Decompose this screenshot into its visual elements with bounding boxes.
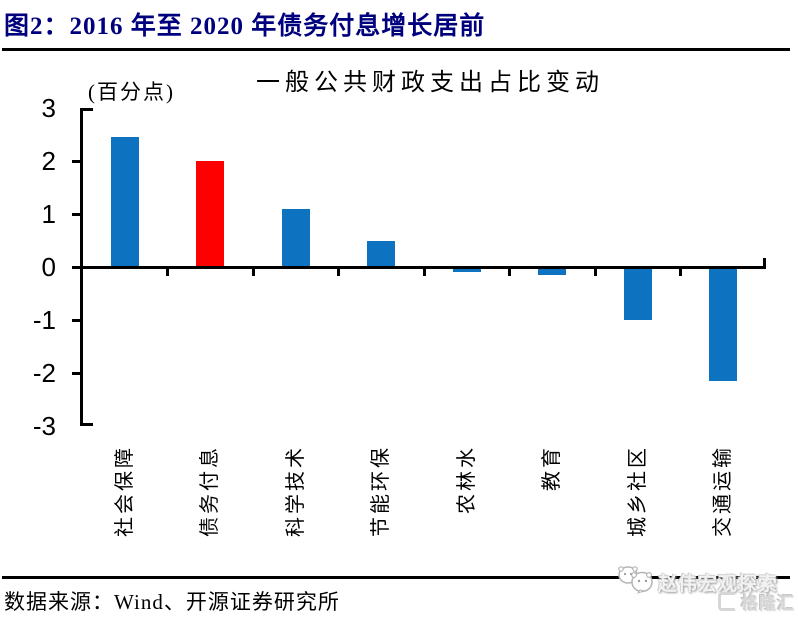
category-label: 农林水: [455, 445, 478, 514]
category-label: 社会保障: [113, 445, 136, 537]
category-label: 城乡社区: [626, 445, 649, 537]
watermark-text: 赵伟宏观探索: [658, 574, 779, 595]
y-tick: [72, 159, 81, 163]
y-axis-unit-label: (百分点): [88, 80, 175, 104]
chart-title: 一般公共财政支出占比变动: [256, 70, 604, 96]
category-label: 节能环保: [370, 445, 393, 537]
y-tick-label: -1: [32, 305, 56, 335]
x-axis-line: [82, 265, 766, 269]
y-tick: [72, 265, 81, 269]
x-tick: [166, 268, 169, 276]
y-tick-label: 1: [41, 199, 56, 229]
gelonghui-text: 格隆汇: [741, 594, 795, 613]
gelonghui-logo: 格隆汇: [718, 589, 795, 614]
category-label: 交通运输: [712, 445, 735, 537]
category-label: 教育: [541, 445, 564, 491]
bar-8-neg: [709, 267, 738, 381]
category-label: 科学技术: [284, 445, 307, 537]
bar-4-pos: [367, 240, 396, 267]
title-divider: [2, 48, 790, 51]
bar-6-neg: [538, 267, 567, 275]
gelonghui-g-icon: [718, 592, 737, 611]
y-tick-label: -2: [32, 358, 56, 388]
y-tick-label: 0: [41, 252, 56, 282]
x-tick: [422, 268, 426, 276]
x-axis-end-cap: [763, 258, 766, 267]
x-tick: [679, 268, 682, 276]
footer-divider: [2, 576, 790, 579]
bar-5-neg: [452, 267, 481, 273]
bar-7-neg: [623, 267, 652, 320]
y-axis-top-cap: [82, 108, 93, 111]
category-label: 债务付息: [199, 445, 222, 537]
panda-chat-bubbles-icon: [616, 562, 656, 603]
bar-3-pos: [281, 208, 310, 267]
y-tick: [72, 318, 81, 322]
figure-title: 图2：2016 年至 2020 年债务付息增长居前: [4, 13, 486, 40]
x-tick: [508, 268, 511, 276]
y-tick-label: -3: [32, 411, 56, 441]
data-source: 数据来源：Wind、开源证券研究所: [4, 590, 340, 614]
x-tick: [251, 268, 255, 276]
bar-2-pos: [196, 161, 225, 267]
x-tick: [593, 268, 597, 276]
y-axis-bottom-cap: [82, 423, 93, 426]
y-tick-label: 2: [41, 146, 56, 176]
bar-1-pos: [110, 137, 139, 267]
y-tick: [72, 371, 81, 375]
watermark: 赵伟宏观探索: [616, 562, 778, 603]
y-tick-label: 3: [41, 93, 56, 123]
y-axis-line: [80, 108, 83, 426]
x-tick: [337, 268, 340, 276]
y-tick: [72, 212, 81, 216]
